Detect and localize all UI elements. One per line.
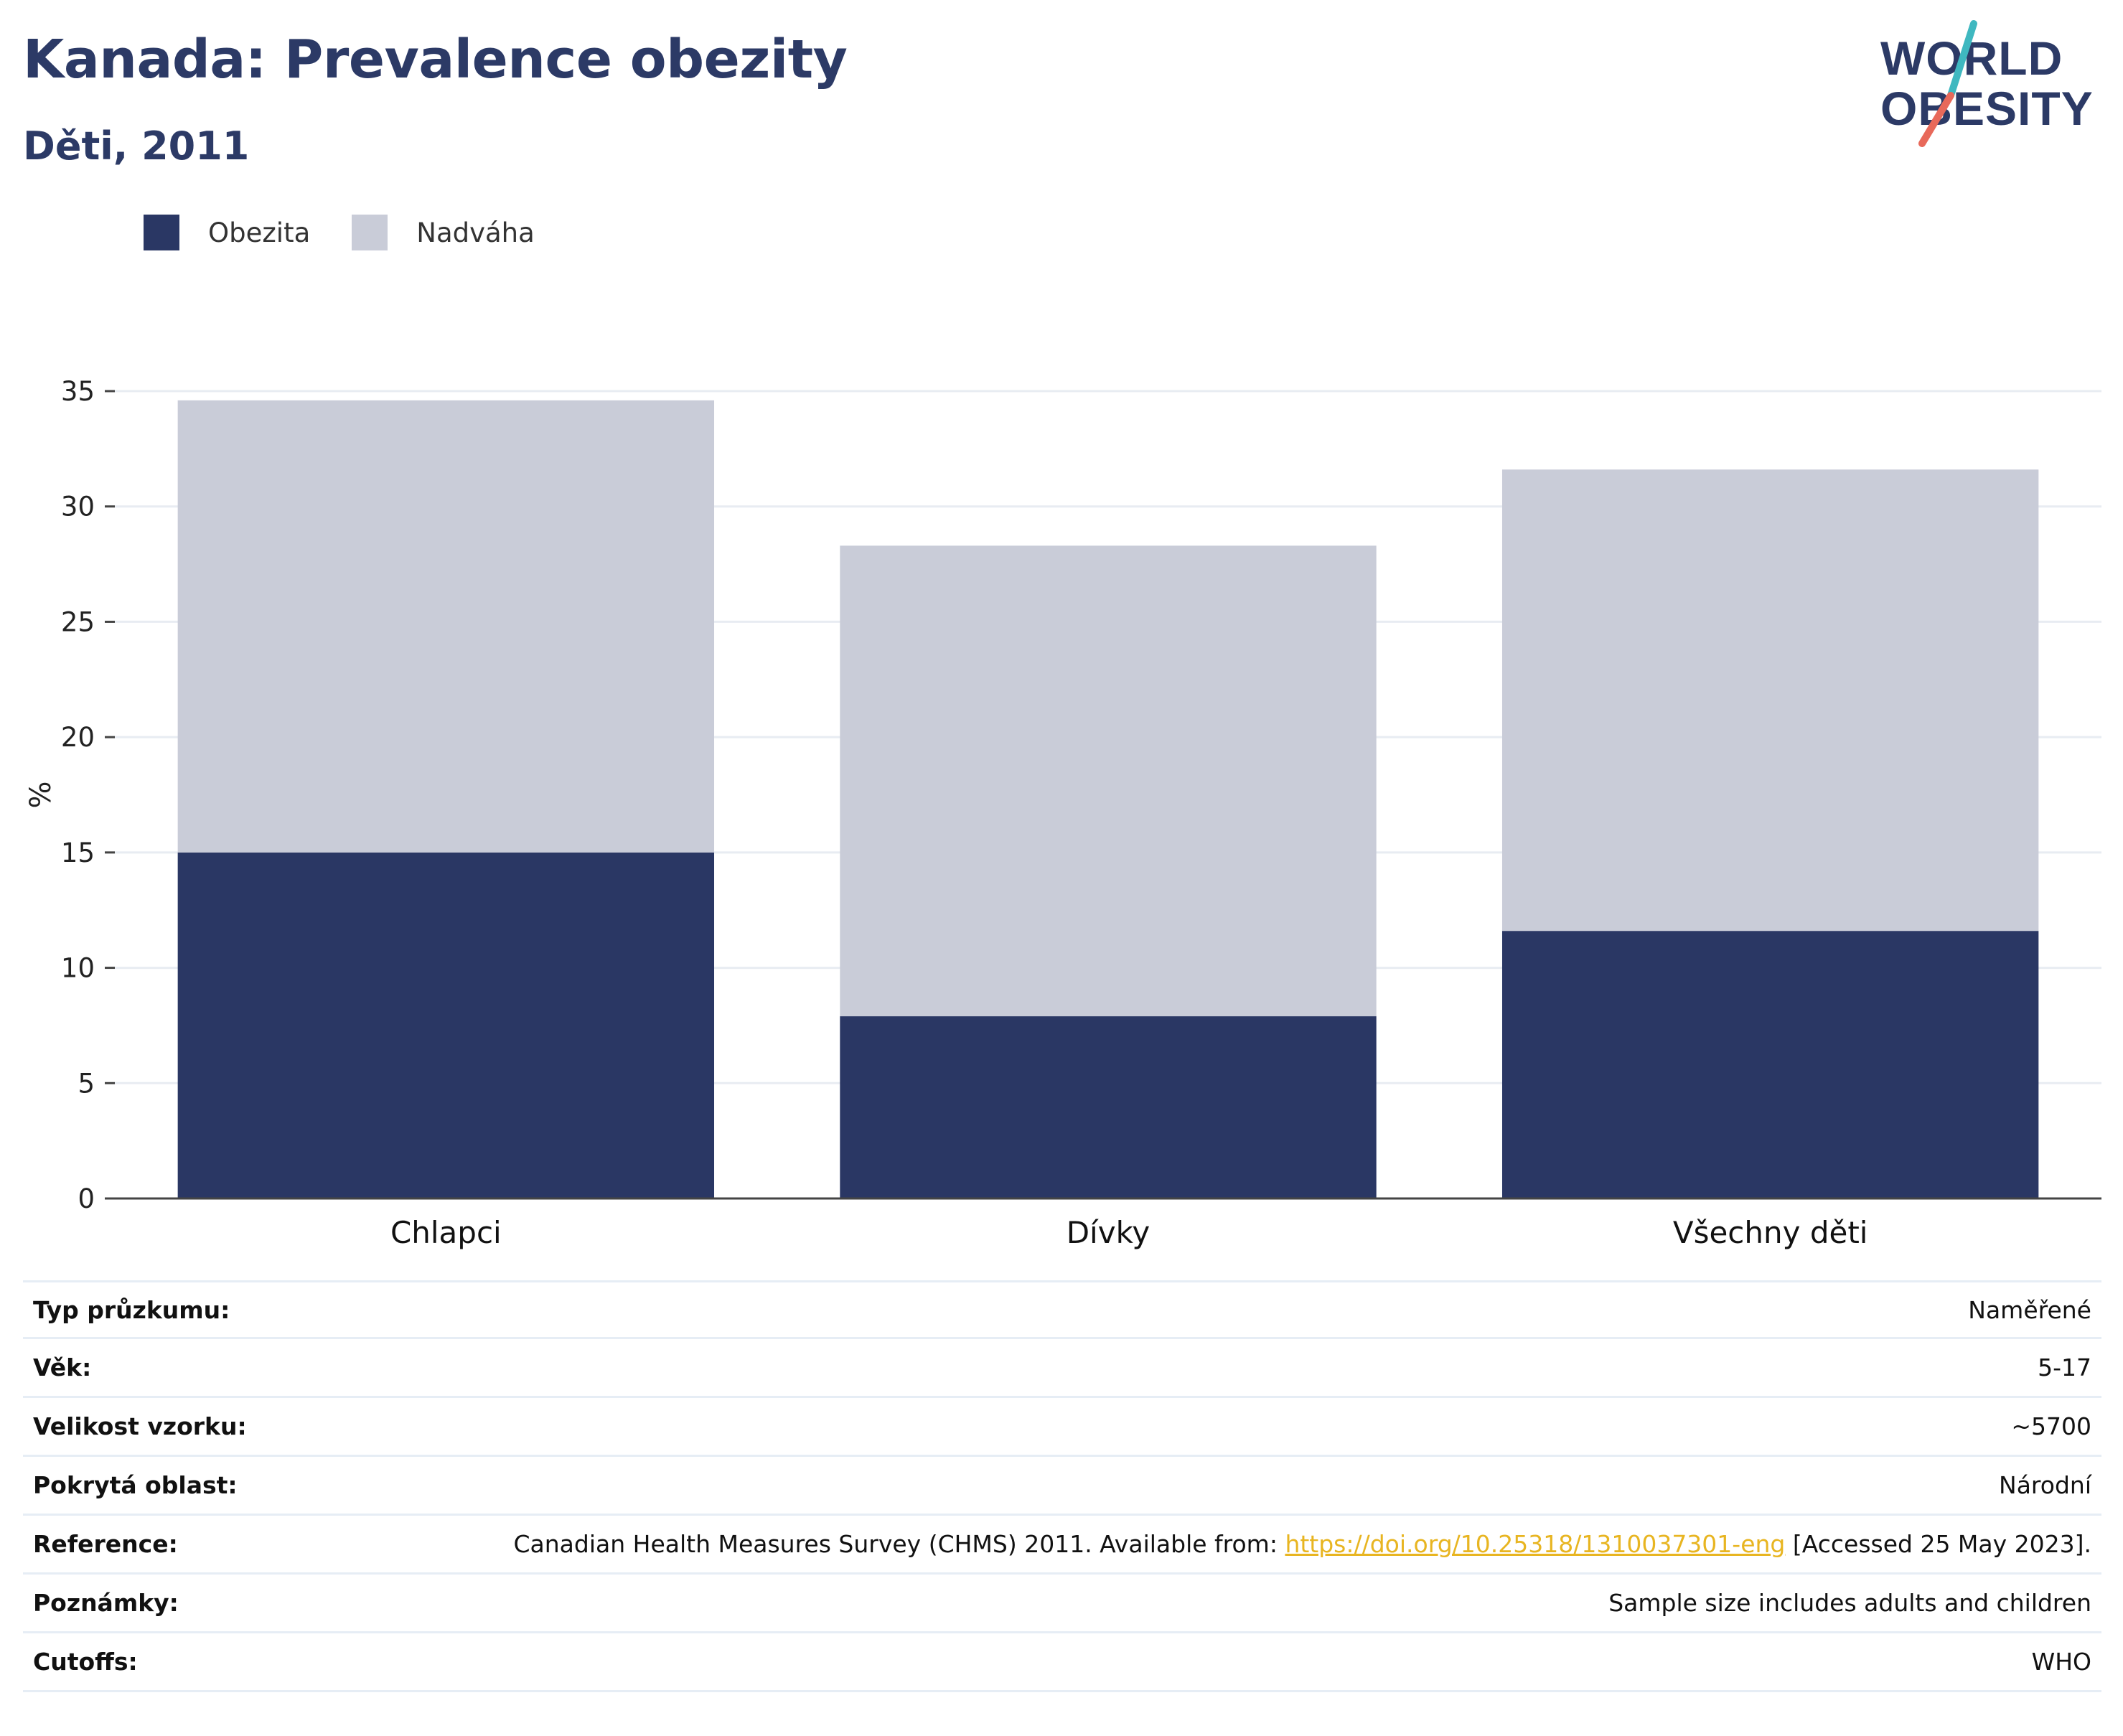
bar-overweight [1501,469,2039,932]
bar-obesity [840,1016,1377,1198]
legend-label-overweight: Nadváha [416,217,535,248]
y-tick-label: 30 [61,492,95,522]
legend-swatch-obesity [144,215,179,250]
info-row-area: Pokrytá oblast: Národní [23,1457,2101,1516]
reference-suffix: [Accessed 25 May 2023]. [1785,1530,2091,1558]
stacked-bar-chart: 0 5 10 15 20 25 30 35% Chlapci Dívky Všechny děti [24,376,2101,1250]
y-tick-label: 0 [78,1183,95,1214]
y-tick-label: 5 [78,1068,95,1099]
legend-item-overweight[interactable]: Nadváha [352,215,535,250]
bar-obesity [1501,931,2039,1198]
reference-link[interactable]: https://doi.org/10.25318/1310037301-eng [1285,1530,1786,1558]
chart-subtitle: Děti, 2011 [23,123,250,169]
info-label: Typ průzkumu: [33,1295,230,1324]
y-tick-label: 35 [61,376,95,407]
info-value: 5-17 [2038,1353,2091,1381]
y-tick-label: 25 [61,606,95,637]
bar-overweight [177,400,715,853]
legend-item-obesity[interactable]: Obezita [144,215,310,250]
info-row-survey-type: Typ průzkumu: Naměřené [23,1280,2101,1339]
legend-swatch-overweight [352,215,388,250]
info-row-age: Věk: 5-17 [23,1339,2101,1398]
y-tick-label: 15 [61,837,95,868]
logo-slash-icon [1918,20,1977,147]
y-tick-label: 20 [61,722,95,753]
info-label: Věk: [33,1353,92,1381]
info-label: Velikost vzorku: [33,1412,247,1440]
logo-line-2: OBESITY [1880,82,2094,135]
info-value: Sample size includes adults and children [1608,1589,2091,1617]
info-value: Naměřené [1968,1295,2091,1324]
info-row-cutoffs: Cutoffs: WHO [23,1633,2101,1692]
chart-legend: Obezita Nadváha [144,212,576,253]
info-label: Reference: [33,1530,178,1558]
y-axis-label: % [24,781,57,808]
world-obesity-logo: WORLD OBESITY [1866,18,2110,154]
chart-title: Kanada: Prevalence obezity [23,29,848,90]
x-tick-label: Všechny děti [1673,1215,1868,1250]
bar-obesity [177,852,715,1198]
x-tick-label: Dívky [1067,1215,1150,1250]
reference-prefix: Canadian Health Measures Survey (CHMS) 2… [513,1530,1285,1558]
bar-overweight [840,545,1377,1017]
info-value: WHO [2031,1648,2091,1676]
legend-label-obesity: Obezita [208,217,311,248]
info-row-reference: Reference: Canadian Health Measures Surv… [23,1516,2101,1575]
info-value: Národní [1999,1471,2091,1499]
x-tick-label: Chlapci [390,1215,502,1250]
info-table: Typ průzkumu: Naměřené Věk: 5-17 Velikos… [23,1280,2101,1692]
reference-value: Canadian Health Measures Survey (CHMS) 2… [513,1530,2091,1558]
info-label: Pokrytá oblast: [33,1471,238,1499]
info-row-notes: Poznámky: Sample size includes adults an… [23,1575,2101,1633]
info-label: Poznámky: [33,1589,179,1617]
info-value: ~5700 [2011,1412,2091,1440]
info-label: Cutoffs: [33,1648,138,1676]
y-tick-label: 10 [61,953,95,984]
info-row-sample-size: Velikost vzorku: ~5700 [23,1398,2101,1457]
